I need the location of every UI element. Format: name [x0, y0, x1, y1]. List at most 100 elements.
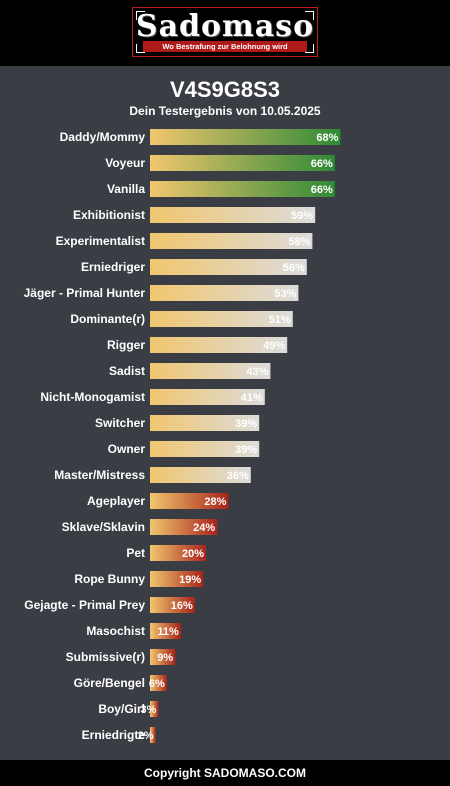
category-label: Sklave/Sklavin: [62, 520, 145, 534]
result-bar: [150, 649, 176, 665]
logo-tagline: Wo Bestrafung zur Belohnung wird: [143, 41, 307, 52]
value-label: 2%: [138, 730, 154, 742]
result-bar: [150, 623, 181, 639]
category-label: Rope Bunny: [74, 572, 145, 586]
chart-row: Göre/Bengel 6%: [74, 675, 167, 691]
value-label: 19%: [179, 574, 201, 586]
category-label: Exhibitionist: [73, 208, 145, 222]
result-bar: [150, 545, 206, 561]
logo-corner-ornament: [136, 44, 145, 53]
chart-row: Switcher 39%: [95, 415, 260, 431]
chart-row: Pet 20%: [126, 545, 206, 561]
category-label: Pet: [126, 546, 145, 560]
result-bar: [150, 155, 335, 171]
value-label: 11%: [157, 626, 179, 638]
value-label: 39%: [235, 418, 257, 430]
result-bar: [150, 259, 307, 275]
result-bar: [150, 415, 260, 431]
sadomaso-logo[interactable]: Sadomaso Wo Bestrafung zur Belohnung wir…: [132, 7, 318, 57]
category-label: Master/Mistress: [54, 468, 145, 482]
chart-row: Vanilla 66%: [107, 181, 335, 197]
chart-row: Daddy/Mommy 68%: [60, 129, 341, 145]
category-label: Switcher: [95, 416, 145, 430]
chart-row: Nicht-Monogamist 41%: [40, 389, 265, 405]
result-bar: [150, 285, 299, 301]
header-bar: Sadomaso Wo Bestrafung zur Belohnung wir…: [0, 0, 450, 66]
chart-row: Sadist 43%: [109, 363, 271, 379]
category-label: Sadist: [109, 364, 145, 378]
category-label: Gejagte - Primal Prey: [24, 598, 145, 612]
chart-row: Master/Mistress 36%: [54, 467, 251, 483]
value-label: 51%: [269, 314, 291, 326]
chart-row: Dominante(r) 51%: [70, 311, 293, 327]
chart-row: Sklave/Sklavin 24%: [62, 519, 218, 535]
category-label: Dominante(r): [70, 312, 145, 326]
result-bar: [150, 597, 195, 613]
category-label: Erniedriger: [81, 260, 145, 274]
value-label: 53%: [274, 288, 296, 300]
value-label: 39%: [235, 444, 257, 456]
result-bar: [150, 441, 260, 457]
category-label: Vanilla: [107, 182, 145, 196]
result-bar: [150, 207, 316, 223]
category-label: Masochist: [86, 624, 145, 638]
result-bar: [150, 675, 167, 691]
value-label: 58%: [288, 236, 310, 248]
category-label: Owner: [108, 442, 146, 456]
chart-row: Experimentalist 58%: [56, 233, 313, 249]
result-bar: [150, 233, 313, 249]
result-bar-chart: Daddy/Mommy 68% Voyeur 66% Vanilla 66% Exhibit…: [24, 129, 341, 743]
result-bar: [150, 493, 229, 509]
value-label: 16%: [171, 600, 193, 612]
chart-row: Voyeur 66%: [105, 155, 335, 171]
chart-row: Exhibitionist 59%: [73, 207, 316, 223]
value-label: 9%: [157, 652, 173, 664]
chart-row: Gejagte - Primal Prey 16%: [24, 597, 195, 613]
category-label: Nicht-Monogamist: [40, 390, 145, 404]
result-bar: [150, 519, 218, 535]
chart-row: Erniedriger 56%: [81, 259, 307, 275]
category-label: Göre/Bengel: [74, 676, 145, 690]
result-id: V4S9G8S3: [169, 77, 281, 102]
category-label: Jäger - Primal Hunter: [24, 286, 146, 300]
value-label: 49%: [263, 340, 285, 352]
result-bar: [150, 389, 265, 405]
value-label: 24%: [193, 522, 215, 534]
category-label: Rigger: [107, 338, 145, 352]
logo-corner-ornament: [305, 44, 314, 53]
value-label: 66%: [311, 184, 333, 196]
category-label: Experimentalist: [56, 234, 145, 248]
chart-row: Submissive(r) 9%: [66, 649, 176, 665]
result-bar: [150, 363, 271, 379]
value-label: 59%: [291, 210, 313, 222]
chart-row: Ageplayer 28%: [87, 493, 229, 509]
category-label: Erniedrigte: [82, 728, 146, 742]
category-label: Daddy/Mommy: [60, 130, 146, 144]
logo-corner-ornament: [305, 11, 314, 20]
value-label: 41%: [241, 392, 263, 404]
result-bar: [150, 571, 204, 587]
chart-row: Jäger - Primal Hunter 53%: [24, 285, 299, 301]
result-bar: [150, 467, 251, 483]
result-bar: [150, 181, 335, 197]
logo-name: Sadomaso: [135, 9, 315, 44]
value-label: 3%: [140, 704, 156, 716]
value-label: 36%: [227, 470, 249, 482]
result-bar: [150, 311, 293, 327]
category-label: Boy/Girl: [98, 702, 145, 716]
chart-row: Rigger 49%: [107, 337, 288, 353]
category-label: Ageplayer: [87, 494, 145, 508]
value-label: 28%: [204, 496, 226, 508]
chart-row: Rope Bunny 19%: [74, 571, 204, 587]
chart-row: Masochist 11%: [86, 623, 181, 639]
value-label: 66%: [311, 158, 333, 170]
result-bar: [150, 129, 341, 145]
value-label: 56%: [283, 262, 305, 274]
result-bar: [150, 727, 156, 743]
category-label: Voyeur: [105, 156, 145, 170]
value-label: 43%: [246, 366, 268, 378]
chart-row: Owner 39%: [108, 441, 260, 457]
value-label: 68%: [316, 132, 338, 144]
